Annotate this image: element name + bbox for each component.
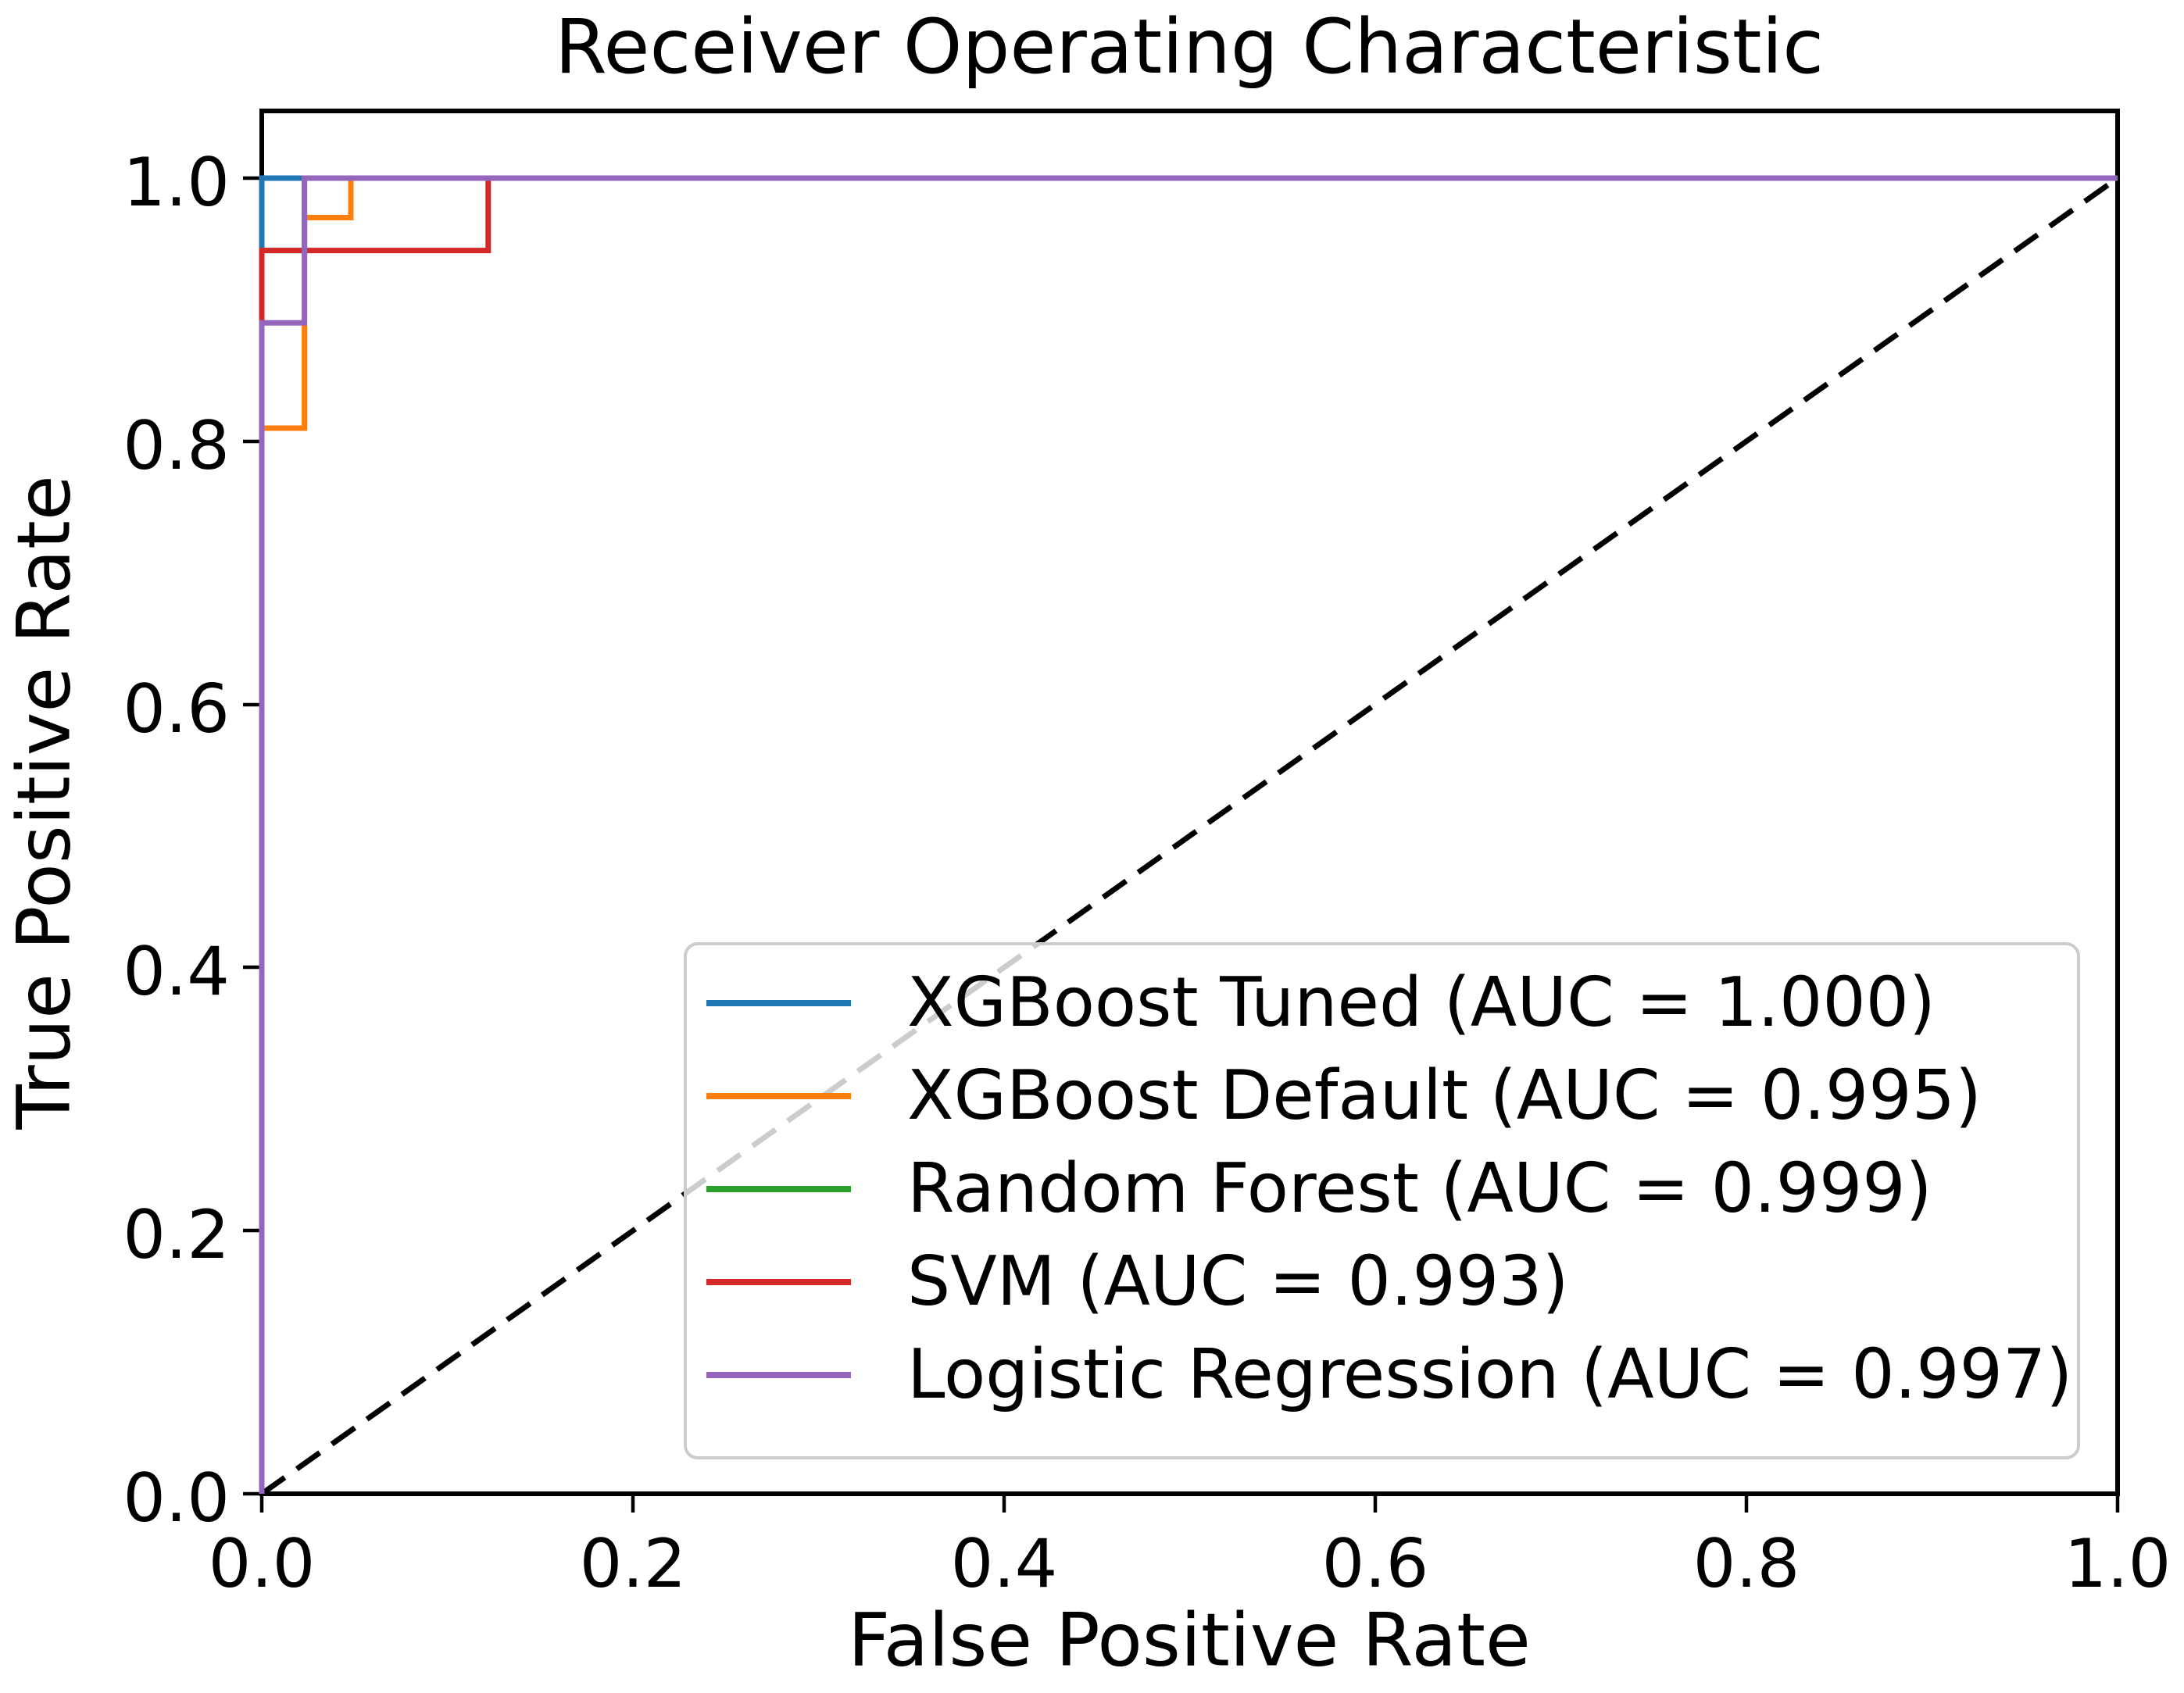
y-tick-label-3: 0.6 (123, 670, 230, 748)
legend-swatch-random-forest (706, 1185, 851, 1192)
legend-label-logistic-regression: Logistic Regression (AUC = 0.997) (907, 1334, 2073, 1414)
random-baseline-dashed-line (259, 176, 2120, 1496)
legend-swatch-xgboost-default (706, 1092, 851, 1099)
y-tick-label-4: 0.8 (123, 407, 230, 485)
x-axis-label: False Positive Rate (848, 1598, 1531, 1684)
x-tick-label-5: 1.0 (2064, 1525, 2171, 1603)
x-tick-label-2: 0.4 (951, 1525, 1058, 1603)
legend-label-random-forest: Random Forest (AUC = 0.999) (907, 1148, 1932, 1228)
chart-title: Receiver Operating Characteristic (555, 3, 1824, 91)
legend-item-random-forest: Random Forest (AUC = 0.999) (706, 1142, 2077, 1235)
y-tick-label-1: 0.2 (123, 1196, 230, 1274)
x-tick-label-4: 0.8 (1693, 1525, 1800, 1603)
y-tick-label-5: 1.0 (123, 144, 230, 222)
legend-swatch-logistic-regression (706, 1371, 851, 1378)
legend-item-xgboost-default: XGBoost Default (AUC = 0.995) (706, 1049, 2077, 1142)
legend-swatch-xgboost-tuned (706, 999, 851, 1006)
legend-label-xgboost-default: XGBoost Default (AUC = 0.995) (907, 1055, 1982, 1135)
legend-item-svm: SVM (AUC = 0.993) (706, 1235, 2077, 1328)
legend-label-xgboost-tuned: XGBoost Tuned (AUC = 1.000) (907, 963, 1936, 1042)
y-axis-ticks (243, 176, 262, 1496)
y-tick-label-2: 0.4 (123, 933, 230, 1011)
legend-item-xgboost-tuned: XGBoost Tuned (AUC = 1.000) (706, 956, 2077, 1049)
legend-swatch-svm (706, 1278, 851, 1285)
y-tick-label-0: 0.0 (123, 1459, 230, 1538)
x-axis-ticks (259, 1494, 2120, 1513)
y-axis-label: True Positive Rate (2, 475, 88, 1130)
roc-curve-logistic-regression (259, 175, 2118, 1494)
x-tick-label-3: 0.6 (1322, 1525, 1429, 1603)
x-tick-label-1: 0.2 (580, 1525, 687, 1603)
legend: XGBoost Tuned (AUC = 1.000) XGBoost Defa… (684, 942, 2080, 1459)
legend-label-svm: SVM (AUC = 0.993) (907, 1241, 1569, 1321)
legend-item-logistic-regression: Logistic Regression (AUC = 0.997) (706, 1328, 2077, 1421)
x-tick-label-0: 0.0 (209, 1525, 316, 1603)
